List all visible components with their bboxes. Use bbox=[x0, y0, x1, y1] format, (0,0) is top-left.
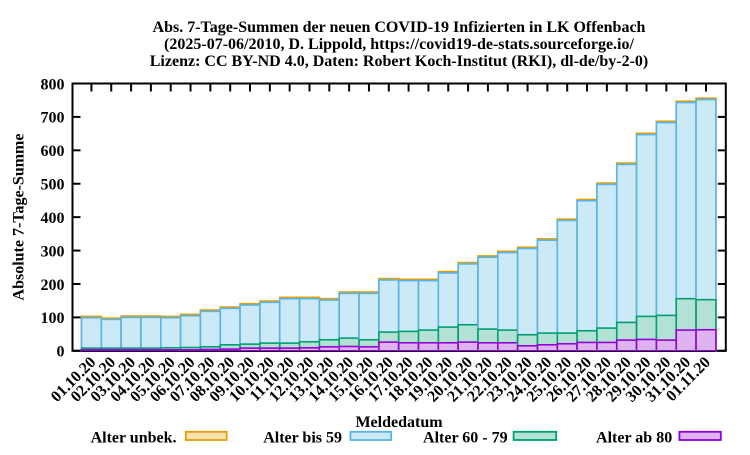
svg-text:Alter ab 80: Alter ab 80 bbox=[596, 430, 672, 447]
svg-text:500: 500 bbox=[41, 177, 65, 194]
svg-text:Abs. 7-Tage-Summen der neuen C: Abs. 7-Tage-Summen der neuen COVID-19 In… bbox=[153, 19, 646, 36]
svg-text:200: 200 bbox=[41, 277, 65, 294]
svg-text:Meldedatum: Meldedatum bbox=[355, 414, 443, 431]
svg-text:Alter bis 59: Alter bis 59 bbox=[263, 430, 342, 447]
svg-text:0: 0 bbox=[57, 344, 65, 361]
svg-text:Lizenz: CC BY-ND 4.0, Daten: R: Lizenz: CC BY-ND 4.0, Daten: Robert Koch… bbox=[150, 53, 648, 70]
svg-text:100: 100 bbox=[41, 310, 65, 327]
svg-text:300: 300 bbox=[41, 243, 65, 260]
svg-text:700: 700 bbox=[41, 110, 65, 127]
svg-text:400: 400 bbox=[41, 210, 65, 227]
svg-text:(2025-07-06/2010, D. Lippold,: (2025-07-06/2010, D. Lippold, https://co… bbox=[164, 36, 634, 53]
svg-text:Alter 60 - 79: Alter 60 - 79 bbox=[423, 430, 508, 447]
svg-text:Alter unbek.: Alter unbek. bbox=[91, 430, 177, 447]
svg-text:Absolute 7-Tage-Summe: Absolute 7-Tage-Summe bbox=[11, 134, 28, 301]
svg-text:600: 600 bbox=[41, 143, 65, 160]
svg-text:800: 800 bbox=[41, 76, 65, 93]
